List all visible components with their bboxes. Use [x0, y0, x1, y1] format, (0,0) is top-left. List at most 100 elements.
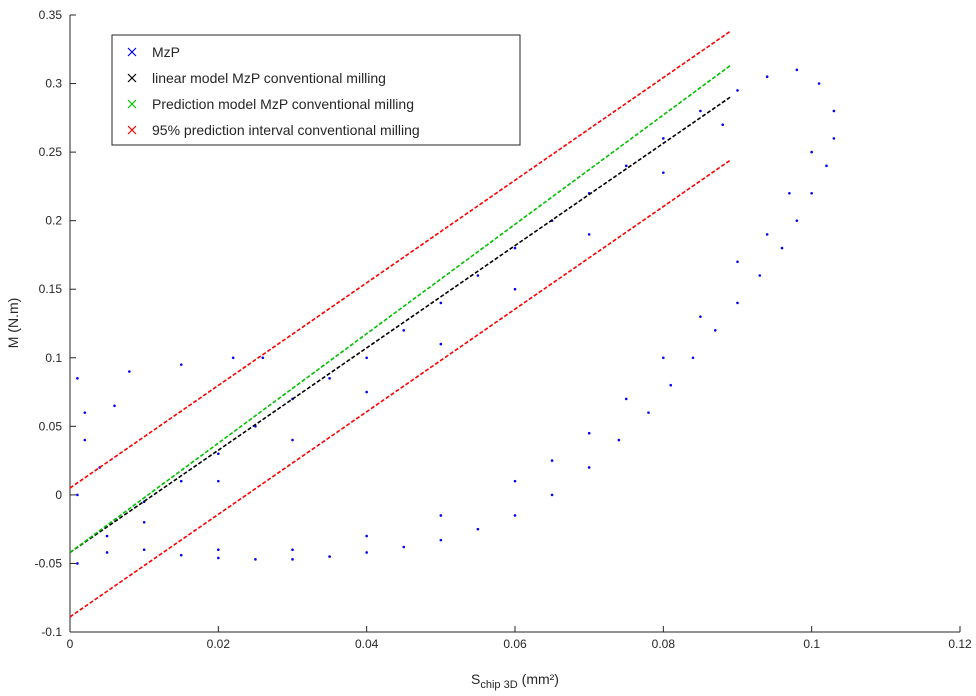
data-point [699, 109, 702, 113]
x-tick-label: 0.12 [948, 637, 972, 651]
data-point [662, 356, 665, 360]
data-point [83, 438, 87, 442]
y-tick-label: 0.3 [45, 77, 62, 91]
x-label-unit: (mm²) [522, 671, 559, 687]
data-point [669, 383, 673, 387]
data-point [402, 545, 406, 549]
x-tick-label: 0.04 [355, 637, 379, 651]
y-axis-label: M (N.m) [5, 298, 21, 349]
x-label-main: S [471, 671, 480, 687]
legend-label: 95% prediction interval conventional mil… [152, 122, 420, 138]
x-tick-label: 0.08 [652, 637, 676, 651]
data-point [736, 260, 739, 264]
y-tick-label: 0 [55, 488, 62, 502]
data-point [179, 479, 183, 483]
data-point [439, 514, 443, 517]
data-point [179, 363, 183, 366]
data-point [662, 171, 665, 174]
legend-label: Prediction model MzP conventional millin… [152, 96, 414, 112]
y-tick-label: 0.05 [39, 419, 63, 433]
x-label-sub: chip 3D [480, 679, 517, 691]
data-point [713, 329, 717, 332]
data-point [587, 466, 591, 469]
data-point [788, 191, 791, 195]
y-tick-label: 0.15 [39, 282, 63, 296]
data-point [142, 548, 146, 552]
data-point [758, 274, 762, 277]
data-point [291, 438, 294, 442]
data-point [699, 315, 702, 318]
data-point [795, 68, 799, 72]
data-point [76, 562, 79, 565]
data-point [128, 370, 131, 373]
data-point [291, 548, 294, 552]
data-point [217, 452, 220, 456]
legend-marker [127, 125, 137, 135]
data-point [662, 137, 665, 140]
data-point [76, 493, 79, 497]
data-point [721, 123, 724, 126]
data-point [810, 191, 813, 195]
data-point [231, 356, 235, 360]
data-point [513, 479, 517, 483]
data-point [439, 301, 443, 305]
x-axis-label: Schip 3D (mm²) [471, 671, 559, 691]
legend: MzP linear model MzP conventional milling… [111, 34, 521, 146]
data-point [736, 89, 739, 92]
y-tick-label: -0.05 [35, 556, 63, 570]
data-point [765, 233, 769, 236]
data-point [550, 459, 554, 462]
data-point [780, 246, 784, 250]
data-point [328, 377, 331, 380]
data-point [624, 397, 628, 401]
y-tick-label: 0.1 [45, 351, 62, 365]
data-point [476, 274, 480, 277]
fit-line [69, 30, 731, 489]
data-point [291, 558, 294, 561]
data-point [365, 390, 368, 394]
data-point [513, 287, 517, 291]
x-tick-label: 0.02 [207, 637, 231, 651]
data-point [402, 329, 406, 332]
data-point [105, 534, 109, 538]
data-point [513, 514, 517, 517]
x-tick-label: 0.06 [503, 637, 527, 651]
y-tick-label: -0.1 [41, 625, 62, 639]
x-tick-label: 0.1 [803, 637, 820, 651]
data-point [736, 301, 739, 305]
data-point [254, 558, 257, 561]
data-point [217, 556, 220, 560]
legend-marker [127, 73, 137, 83]
data-point [587, 233, 591, 236]
legend-label: MzP [152, 44, 180, 60]
legend-marker [127, 99, 137, 109]
y-tick-label: 0.2 [45, 214, 62, 228]
data-point [825, 164, 828, 168]
data-point [832, 109, 836, 113]
data-point [810, 150, 813, 154]
fit-line [69, 96, 731, 554]
data-point [365, 356, 368, 360]
data-point [513, 246, 517, 250]
data-point [439, 538, 443, 542]
data-point [142, 521, 146, 524]
data-point [765, 75, 769, 78]
data-point [647, 411, 650, 414]
data-point [217, 548, 220, 552]
data-point [76, 377, 79, 380]
data-point [587, 431, 591, 435]
x-tick-label: 0 [67, 637, 74, 651]
legend-marker [127, 47, 137, 57]
data-point [217, 479, 220, 483]
fit-line [69, 159, 731, 618]
data-point [365, 534, 368, 538]
data-point [817, 82, 821, 85]
data-point [261, 356, 265, 360]
fit-line [69, 65, 731, 554]
data-point [328, 555, 331, 558]
data-point [83, 411, 87, 414]
data-point [365, 551, 368, 554]
data-point [113, 404, 116, 408]
data-point [179, 553, 183, 557]
